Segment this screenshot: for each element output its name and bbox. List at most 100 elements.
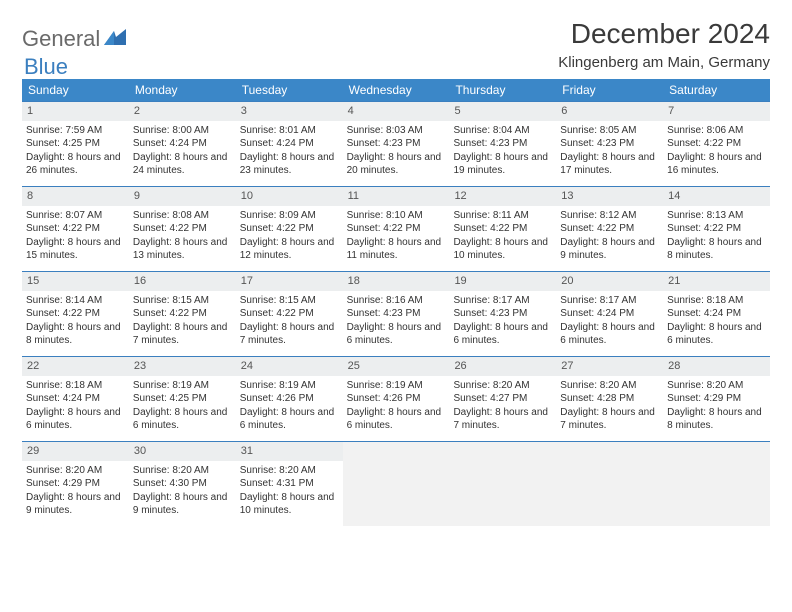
sunset-text: Sunset: 4:23 PM [347,137,446,151]
week-row: 1Sunrise: 7:59 AMSunset: 4:25 PMDaylight… [22,101,770,186]
daylight-text: Daylight: 8 hours and 6 minutes. [26,406,125,433]
sunrise-text: Sunrise: 8:13 AM [667,209,766,223]
daylight-text: Daylight: 8 hours and 10 minutes. [240,491,339,518]
daylight-text: Daylight: 8 hours and 7 minutes. [240,321,339,348]
sunrise-text: Sunrise: 8:18 AM [667,294,766,308]
sunset-text: Sunset: 4:22 PM [667,222,766,236]
sunset-text: Sunset: 4:28 PM [560,392,659,406]
day-cell: 16Sunrise: 8:15 AMSunset: 4:22 PMDayligh… [129,272,236,356]
daylight-text: Daylight: 8 hours and 20 minutes. [347,151,446,178]
day-cell: 10Sunrise: 8:09 AMSunset: 4:22 PMDayligh… [236,187,343,271]
sunset-text: Sunset: 4:24 PM [133,137,232,151]
day-number: 19 [449,272,556,291]
day-cell: 28Sunrise: 8:20 AMSunset: 4:29 PMDayligh… [663,357,770,441]
sunset-text: Sunset: 4:25 PM [26,137,125,151]
logo: General [22,26,126,52]
day-cell: 1Sunrise: 7:59 AMSunset: 4:25 PMDaylight… [22,102,129,186]
sunrise-text: Sunrise: 8:11 AM [453,209,552,223]
day-cell: 23Sunrise: 8:19 AMSunset: 4:25 PMDayligh… [129,357,236,441]
daylight-text: Daylight: 8 hours and 6 minutes. [347,321,446,348]
daylight-text: Daylight: 8 hours and 15 minutes. [26,236,125,263]
day-cell [556,442,663,526]
daylight-text: Daylight: 8 hours and 7 minutes. [453,406,552,433]
sunrise-text: Sunrise: 8:00 AM [133,124,232,138]
sunrise-text: Sunrise: 8:06 AM [667,124,766,138]
sunset-text: Sunset: 4:29 PM [667,392,766,406]
daylight-text: Daylight: 8 hours and 12 minutes. [240,236,339,263]
day-cell: 18Sunrise: 8:16 AMSunset: 4:23 PMDayligh… [343,272,450,356]
sunset-text: Sunset: 4:26 PM [240,392,339,406]
weekday-header-cell: Monday [129,79,236,101]
sunset-text: Sunset: 4:24 PM [26,392,125,406]
daylight-text: Daylight: 8 hours and 6 minutes. [560,321,659,348]
sunrise-text: Sunrise: 8:05 AM [560,124,659,138]
week-row: 15Sunrise: 8:14 AMSunset: 4:22 PMDayligh… [22,271,770,356]
daylight-text: Daylight: 8 hours and 8 minutes. [26,321,125,348]
day-cell: 13Sunrise: 8:12 AMSunset: 4:22 PMDayligh… [556,187,663,271]
day-cell: 9Sunrise: 8:08 AMSunset: 4:22 PMDaylight… [129,187,236,271]
daylight-text: Daylight: 8 hours and 8 minutes. [667,236,766,263]
day-number: 29 [22,442,129,461]
day-number: 17 [236,272,343,291]
daylight-text: Daylight: 8 hours and 17 minutes. [560,151,659,178]
day-number: 7 [663,102,770,121]
sunset-text: Sunset: 4:26 PM [347,392,446,406]
sunset-text: Sunset: 4:22 PM [453,222,552,236]
day-cell: 26Sunrise: 8:20 AMSunset: 4:27 PMDayligh… [449,357,556,441]
day-cell: 30Sunrise: 8:20 AMSunset: 4:30 PMDayligh… [129,442,236,526]
day-number: 22 [22,357,129,376]
day-cell: 15Sunrise: 8:14 AMSunset: 4:22 PMDayligh… [22,272,129,356]
day-number: 3 [236,102,343,121]
sunrise-text: Sunrise: 8:19 AM [240,379,339,393]
day-number: 8 [22,187,129,206]
sunrise-text: Sunrise: 8:17 AM [453,294,552,308]
day-number: 20 [556,272,663,291]
sunset-text: Sunset: 4:24 PM [667,307,766,321]
day-number: 21 [663,272,770,291]
sunset-text: Sunset: 4:22 PM [560,222,659,236]
daylight-text: Daylight: 8 hours and 9 minutes. [26,491,125,518]
weekday-header-row: SundayMondayTuesdayWednesdayThursdayFrid… [22,79,770,101]
daylight-text: Daylight: 8 hours and 6 minutes. [133,406,232,433]
day-number: 14 [663,187,770,206]
daylight-text: Daylight: 8 hours and 7 minutes. [133,321,232,348]
weekday-header-cell: Friday [556,79,663,101]
sunrise-text: Sunrise: 8:20 AM [240,464,339,478]
daylight-text: Daylight: 8 hours and 26 minutes. [26,151,125,178]
sunset-text: Sunset: 4:22 PM [347,222,446,236]
sunrise-text: Sunrise: 8:09 AM [240,209,339,223]
sunset-text: Sunset: 4:22 PM [26,222,125,236]
sunrise-text: Sunrise: 8:01 AM [240,124,339,138]
daylight-text: Daylight: 8 hours and 16 minutes. [667,151,766,178]
day-cell [663,442,770,526]
daylight-text: Daylight: 8 hours and 19 minutes. [453,151,552,178]
daylight-text: Daylight: 8 hours and 9 minutes. [133,491,232,518]
daylight-text: Daylight: 8 hours and 8 minutes. [667,406,766,433]
day-number: 10 [236,187,343,206]
sunset-text: Sunset: 4:24 PM [240,137,339,151]
sunset-text: Sunset: 4:23 PM [453,137,552,151]
day-cell [449,442,556,526]
day-cell: 11Sunrise: 8:10 AMSunset: 4:22 PMDayligh… [343,187,450,271]
daylight-text: Daylight: 8 hours and 7 minutes. [560,406,659,433]
sunrise-text: Sunrise: 8:14 AM [26,294,125,308]
sunset-text: Sunset: 4:25 PM [133,392,232,406]
day-number: 16 [129,272,236,291]
day-cell: 8Sunrise: 8:07 AMSunset: 4:22 PMDaylight… [22,187,129,271]
day-number: 31 [236,442,343,461]
daylight-text: Daylight: 8 hours and 6 minutes. [667,321,766,348]
daylight-text: Daylight: 8 hours and 6 minutes. [453,321,552,348]
sunrise-text: Sunrise: 8:20 AM [667,379,766,393]
weekday-header-cell: Wednesday [343,79,450,101]
sunrise-text: Sunrise: 8:08 AM [133,209,232,223]
sunrise-text: Sunrise: 8:15 AM [240,294,339,308]
day-cell: 31Sunrise: 8:20 AMSunset: 4:31 PMDayligh… [236,442,343,526]
sunrise-text: Sunrise: 8:15 AM [133,294,232,308]
daylight-text: Daylight: 8 hours and 6 minutes. [240,406,339,433]
sunrise-text: Sunrise: 8:20 AM [133,464,232,478]
weekday-header-cell: Thursday [449,79,556,101]
day-number: 18 [343,272,450,291]
day-cell: 19Sunrise: 8:17 AMSunset: 4:23 PMDayligh… [449,272,556,356]
day-cell: 7Sunrise: 8:06 AMSunset: 4:22 PMDaylight… [663,102,770,186]
sunrise-text: Sunrise: 8:03 AM [347,124,446,138]
